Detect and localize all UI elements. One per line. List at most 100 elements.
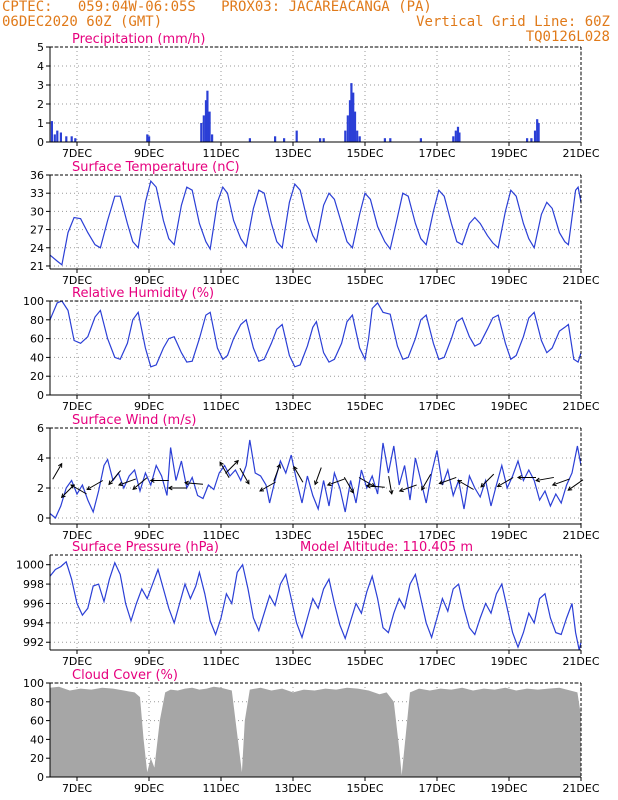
precipitation-ytick-label: 1 [37, 117, 44, 130]
wind-xtick-label: 11DEC [202, 529, 239, 542]
humidity-line [49, 300, 582, 368]
wind-xtick-label: 9DEC [134, 529, 164, 542]
wind-arrow [399, 484, 417, 492]
humidity-xtick-label: 19DEC [490, 400, 527, 413]
precipitation-bar [537, 123, 540, 142]
temperature-ytick-label: 24 [30, 242, 44, 255]
precipitation-ytick-label: 0 [37, 136, 44, 149]
wind-arrow-head [70, 484, 76, 489]
wind-xtick-label: 17DEC [418, 529, 455, 542]
pressure-xtick-label: 17DEC [418, 655, 455, 668]
pressure-title: Surface Pressure (hPa) [72, 540, 219, 555]
pressure-xtick-label: 13DEC [274, 655, 311, 668]
precipitation-bar [56, 130, 59, 142]
precipitation-bar [452, 136, 455, 142]
cloud-cover-ytick-label: 40 [30, 733, 44, 746]
pressure-ytick-label: 992 [23, 636, 44, 649]
wind-arrow [480, 473, 495, 488]
humidity-ytick-label: 40 [30, 351, 44, 364]
cloud-cover-xtick-label: 19DEC [490, 782, 527, 795]
wind-title: Surface Wind (m/s) [72, 413, 196, 428]
precipitation-xtick-label: 9DEC [134, 147, 164, 160]
wind-xtick-label: 13DEC [274, 529, 311, 542]
wind-arrow-head [567, 486, 573, 491]
wind-arrow [273, 464, 281, 482]
precipitation-bar [295, 130, 298, 142]
wind-arrow [219, 461, 230, 479]
pressure-ytick-label: 998 [23, 578, 44, 591]
wind-arrow [567, 479, 584, 491]
wind-ytick-label: 0 [37, 512, 44, 525]
wind-arrow [225, 460, 239, 474]
precipitation-bar [389, 138, 392, 142]
wind-ytick-label: 4 [37, 452, 44, 465]
wind-xtick-label: 21DEC [562, 529, 599, 542]
pressure-xtick-label: 15DEC [346, 655, 383, 668]
humidity-ytick-label: 20 [30, 370, 44, 383]
wind-xtick-label: 19DEC [490, 529, 527, 542]
wind-arrow [118, 478, 137, 486]
wind-arrow-head [551, 481, 557, 487]
wind-arrow-head [219, 461, 224, 467]
wind-arrow [421, 473, 432, 491]
precipitation-ytick-label: 3 [37, 79, 44, 92]
wind-line [49, 439, 582, 519]
precipitation-xtick-label: 21DEC [562, 147, 599, 160]
wind-arrow-head [86, 485, 92, 491]
wind-arrow-head [293, 465, 298, 471]
wind-arrow [70, 484, 87, 495]
wind-arrow-head [535, 477, 541, 483]
cloud-cover-area [50, 686, 581, 777]
precipitation-bar [350, 83, 353, 142]
cloud-cover-xtick-label: 13DEC [274, 782, 311, 795]
precipitation-bar [65, 136, 68, 142]
wind-arrow-head [167, 485, 173, 491]
humidity-xtick-label: 9DEC [134, 400, 164, 413]
precipitation-bar [283, 138, 286, 142]
wind-arrow [184, 482, 204, 485]
precipitation-bar [356, 130, 359, 142]
wind-arrow [314, 467, 322, 485]
wind-arrow-head [349, 488, 354, 494]
wind-ytick-label: 2 [37, 482, 44, 495]
wind-arrow [366, 485, 385, 488]
temperature-xtick-label: 13DEC [274, 274, 311, 287]
precipitation-bar [322, 138, 325, 142]
precipitation-bar [454, 130, 457, 142]
temperature-ytick-label: 27 [30, 224, 44, 237]
wind-arrow-head [276, 463, 281, 469]
cloud-cover-xtick-label: 21DEC [562, 782, 599, 795]
temperature-line [49, 179, 582, 266]
temperature-xtick-label: 9DEC [134, 274, 164, 287]
temperature-xtick-label: 17DEC [418, 274, 455, 287]
temperature-ytick-label: 33 [30, 187, 44, 200]
humidity-xtick-label: 13DEC [274, 400, 311, 413]
cloud-cover-ytick-label: 0 [37, 771, 44, 784]
wind-arrow [86, 480, 104, 490]
temperature-title: Surface Temperature (nC) [72, 160, 240, 175]
cloud-cover-xtick-label: 11DEC [202, 782, 239, 795]
cloud-cover-xtick-label: 15DEC [346, 782, 383, 795]
precipitation-ytick-label: 5 [37, 41, 44, 54]
precipitation-bar [419, 138, 422, 142]
pressure-xtick-label: 9DEC [134, 655, 164, 668]
humidity-xtick-label: 21DEC [562, 400, 599, 413]
precipitation-bar [346, 115, 349, 142]
precipitation-bar [383, 138, 386, 142]
wind-arrow-head [108, 480, 113, 486]
precipitation-ytick-label: 2 [37, 98, 44, 111]
wind-xtick-label: 15DEC [346, 529, 383, 542]
pressure-xtick-label: 21DEC [562, 655, 599, 668]
cloud-cover-title: Cloud Cover (%) [72, 668, 178, 683]
humidity-ytick-label: 80 [30, 314, 44, 327]
humidity-ytick-label: 100 [23, 295, 44, 308]
precipitation-bar [458, 132, 461, 142]
wind-arrow-head [398, 487, 404, 493]
precipitation-bar [53, 134, 56, 142]
precipitation-bar [248, 138, 251, 142]
humidity-ytick-label: 60 [30, 333, 44, 346]
wind-arrow-head [314, 480, 319, 486]
precipitation-title: Precipitation (mm/h) [72, 32, 205, 47]
precipitation-bar [59, 132, 62, 142]
precipitation-bar [358, 136, 361, 142]
